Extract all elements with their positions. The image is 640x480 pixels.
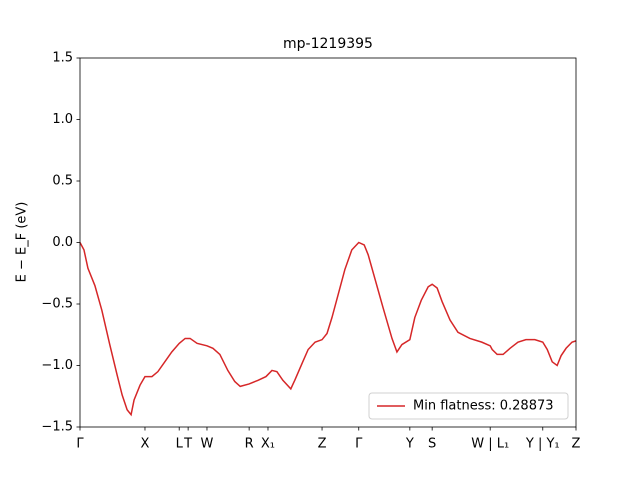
band-line	[79, 241, 577, 417]
x-tick-label: X	[141, 437, 150, 452]
x-tick-label: S	[428, 437, 436, 452]
x-tick-label: Γ	[355, 437, 363, 452]
x-tick-label: Y | Y₁	[525, 437, 560, 452]
chart-title: mp-1219395	[283, 36, 373, 52]
x-tick-label: Z	[572, 437, 581, 452]
y-tick-label: −1.5	[41, 420, 73, 435]
plot-frame	[79, 57, 577, 428]
y-tick-label: 0.5	[52, 174, 73, 189]
y-tick-label: 1.0	[52, 112, 73, 127]
x-tick-label: L	[176, 437, 184, 452]
legend-box	[368, 392, 569, 420]
x-tick-label: W	[201, 437, 214, 452]
y-tick-label: 1.5	[52, 51, 73, 66]
y-tick-label: −0.5	[41, 297, 73, 312]
x-tick-label: T	[183, 437, 192, 452]
x-tick-label: W | L₁	[471, 437, 509, 452]
y-tick-label: −1.0	[41, 358, 73, 373]
x-tick-label: X₁	[261, 437, 275, 452]
x-tick-label: Z	[318, 437, 327, 452]
x-tick-label: Γ	[76, 437, 84, 452]
x-tick-label: R	[245, 437, 254, 452]
y-axis-label: E − E_F (eV)	[15, 202, 30, 283]
legend-label: Min flatness: 0.28873	[413, 399, 554, 414]
y-tick-label: 0.0	[52, 235, 73, 250]
x-tick-label: Y	[405, 437, 414, 452]
